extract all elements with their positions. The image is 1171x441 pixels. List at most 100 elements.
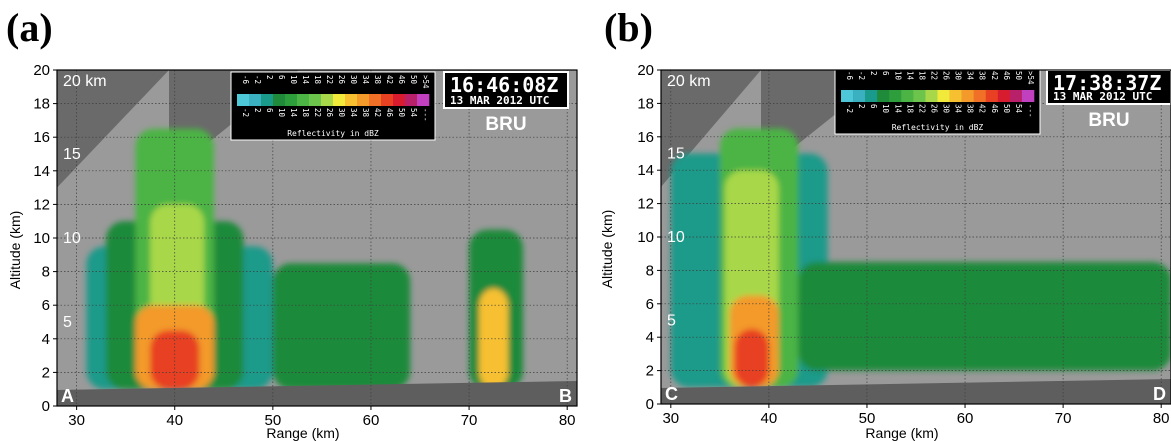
y-tick-label: 18	[637, 95, 654, 112]
y-tick-label: 0	[646, 396, 654, 413]
colorbar-top-label: 26	[337, 75, 346, 85]
colorbar-swatch	[853, 90, 866, 102]
y-tick-label: 20	[33, 62, 50, 79]
timestamp-frame	[443, 71, 569, 109]
colorbar-bottom-label: 34	[954, 104, 963, 114]
colorbar-top-label: 38	[978, 71, 987, 81]
colorbar-bottom-label: 26	[325, 108, 334, 118]
reflectivity-cell	[478, 288, 509, 390]
y-tick-label: 0	[42, 398, 50, 415]
colorbar-bottom-label: 10	[881, 104, 890, 114]
colorbar-swatch	[997, 90, 1011, 102]
x-tick-label: 30	[68, 412, 85, 429]
colorbar-top-label: 2	[265, 75, 274, 80]
y-tick-label: 2	[42, 364, 50, 381]
colorbar-top-label: 10	[289, 75, 298, 85]
x-axis-label: Range (km)	[266, 425, 339, 441]
colorbar-top-label: 14	[301, 75, 310, 85]
timestamp-time: 17:38:37Z	[1053, 71, 1161, 95]
colorbar-top-label: 42	[385, 75, 394, 84]
colorbar-swatch	[333, 94, 346, 106]
reflectivity-cell	[734, 328, 769, 388]
y-axis-label: Altitude (km)	[7, 211, 23, 290]
section-start-marker: C	[665, 384, 678, 404]
colorbar-top-label: 38	[373, 75, 382, 85]
colorbar-bottom-label: 26	[929, 104, 938, 114]
y-tick-label: 16	[33, 129, 50, 146]
y-tick-label: 12	[33, 196, 50, 213]
colorbar-swatch	[937, 90, 950, 102]
colorbar-top-label: 18	[917, 71, 926, 81]
y-tick-label: 16	[637, 129, 654, 146]
x-tick-label: 30	[662, 410, 679, 427]
timestamp-date: 13 MAR 2012 UTC	[1053, 90, 1152, 103]
colorbar-bottom-label: 30	[942, 104, 951, 114]
colorbar-bottom-label: ---	[421, 108, 430, 122]
y-tick-label: 6	[646, 296, 654, 313]
colorbar-swatch	[985, 90, 999, 102]
colorbar-swatch	[357, 94, 370, 106]
colorbar-title: Reflectivity in dBZ	[892, 123, 984, 132]
x-tick-label: 80	[1153, 410, 1170, 427]
colorbar-bottom-label: 10	[277, 108, 286, 118]
range-ring-label: 5	[667, 313, 676, 330]
colorbar-bottom-label: 6	[265, 108, 274, 113]
colorbar-top-label: 22	[325, 75, 334, 84]
colorbar-swatch	[273, 94, 286, 106]
colorbar-top-label: 46	[397, 75, 406, 85]
colorbar-bottom-label: 42	[373, 108, 382, 117]
colorbar-swatch	[369, 94, 382, 106]
section-end-marker: B	[559, 386, 572, 406]
colorbar-swatch	[297, 94, 310, 106]
colorbar-bottom-label: 22	[917, 104, 926, 113]
panel-b-label: (b)	[604, 5, 653, 50]
colorbar-bottom-label: 22	[313, 108, 322, 117]
x-tick-label: 60	[363, 412, 380, 429]
colorbar-top-label: 34	[966, 71, 975, 81]
colorbar-bottom-label: 54	[1014, 104, 1023, 114]
y-tick-label: 6	[42, 297, 50, 314]
range-ring-label-top: 20 km	[667, 73, 711, 90]
y-tick-label: 14	[33, 163, 50, 180]
colorbar-bottom-label: 38	[966, 104, 975, 114]
colorbar-swatch	[249, 94, 262, 106]
colorbar-swatch	[925, 90, 938, 102]
station-label: BRU	[485, 114, 526, 135]
colorbar-bottom-label: 6	[869, 104, 878, 109]
colorbar-top-label: 42	[990, 71, 999, 80]
colorbar-top-label: >54	[421, 75, 430, 89]
colorbar-bottom-label: 2	[253, 108, 262, 113]
colorbar-swatch	[381, 94, 394, 106]
colorbar-swatch	[865, 90, 878, 102]
panel-a: (a) 15 10 5 20 km A B BRU -6 -2 2 6 10 14 18 22 26 30 34 3…	[0, 0, 585, 441]
y-tick-label: 4	[42, 331, 50, 348]
ground-strip	[57, 381, 577, 406]
range-ring-label: 5	[63, 314, 72, 331]
colorbar-top-label: 6	[277, 75, 286, 80]
colorbar-bottom-label: 18	[301, 108, 310, 118]
timestamp-time: 16:46:08Z	[450, 73, 558, 97]
colorbar-swatch	[309, 94, 322, 106]
colorbar-top-label: 10	[893, 71, 902, 81]
colorbar-top-label: 6	[881, 71, 890, 76]
reflectivity-cell	[150, 330, 200, 390]
colorbar-title: Reflectivity in dBZ	[287, 129, 379, 138]
colorbar-swatch	[877, 90, 890, 102]
range-ring-label: 15	[667, 146, 685, 163]
colorbar-bottom-label: 14	[289, 108, 298, 118]
colorbar-swatch	[841, 90, 854, 102]
colorbar-bottom-label: 46	[385, 108, 394, 118]
colorbar-top-label: 30	[954, 71, 963, 81]
reflectivity-cell	[272, 263, 411, 390]
colorbar-swatch	[1009, 90, 1023, 102]
colorbar-bottom-label: 34	[349, 108, 358, 118]
colorbar-bottom-label: ---	[1026, 104, 1035, 118]
y-tick-label: 18	[33, 96, 50, 113]
y-tick-label: 10	[33, 230, 50, 247]
colorbar-swatch	[285, 94, 298, 106]
ground-strip	[661, 379, 1171, 404]
x-tick-label: 60	[957, 410, 974, 427]
